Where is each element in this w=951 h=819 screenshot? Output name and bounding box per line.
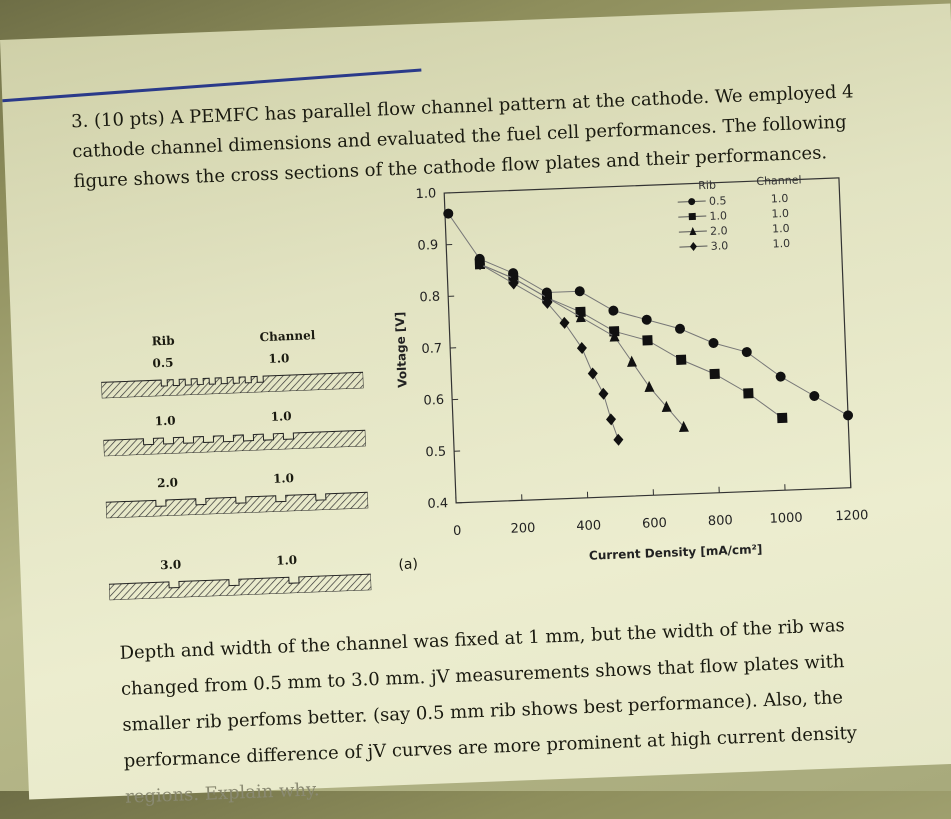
cross-section-channel-value: 1.0: [270, 409, 291, 424]
data-point-circle: [775, 371, 785, 381]
cross-section-rib-value: 3.0: [160, 557, 181, 572]
series-circle: [443, 193, 853, 435]
legend-marker-square: [689, 213, 696, 220]
data-point-square: [642, 335, 652, 345]
x-tick-label: 800: [708, 513, 733, 529]
data-point-circle: [708, 338, 718, 348]
y-tick-label: 0.4: [427, 496, 448, 512]
legend-channel-value: 1.0: [772, 222, 790, 236]
legend-rib-value: 2.0: [710, 224, 728, 238]
y-tick-label: 1.0: [415, 186, 436, 202]
flow-plate-rib-3-0: [109, 572, 371, 600]
cross-section-channel-value: 1.0: [268, 351, 289, 366]
problem-statement: Depth and width of the channel was fixed…: [119, 604, 951, 816]
y-axis-label: Voltage [V]: [393, 312, 410, 388]
y-tick-label: 0.5: [425, 445, 446, 461]
data-point-circle: [642, 315, 652, 325]
x-axis-label: Current Density [mA/cm²]: [589, 542, 763, 563]
data-point-square: [743, 388, 753, 398]
x-tick-label: 1000: [769, 511, 803, 527]
data-point-diamond: [588, 367, 598, 379]
series-square: [475, 248, 788, 435]
data-point-square: [709, 369, 719, 379]
legend-header-rib: Rib: [698, 179, 716, 193]
data-point-square: [676, 355, 686, 365]
y-tick-label: 0.8: [419, 290, 440, 306]
legend-rib-value: 3.0: [710, 239, 728, 253]
data-point-diamond: [598, 388, 608, 400]
cross-section-rib-value: 2.0: [157, 475, 178, 490]
data-point-diamond: [613, 434, 623, 446]
data-point-circle: [809, 391, 819, 401]
y-tick-label: 0.6: [423, 393, 444, 409]
data-point-circle: [742, 347, 752, 357]
x-tick-label: 1200: [835, 508, 869, 524]
flow-plate-rib-1-0: [103, 428, 365, 456]
document-page: 3. (10 pts) A PEMFC has parallel flow ch…: [0, 3, 951, 799]
chart-marks: [443, 193, 854, 452]
cross-section-channel-value: 1.0: [273, 471, 294, 486]
legend-rib-value: 1.0: [709, 209, 727, 223]
data-point-diamond: [606, 413, 616, 425]
legend-marker-diamond: [690, 242, 697, 251]
data-point-square: [777, 413, 787, 423]
jv-chart-svg: 0.4 0.5 0.6 0.7 0.8 0.9 1.0 0 200 400 600 800 1000 12…: [372, 127, 889, 606]
data-point-circle: [675, 324, 685, 334]
jv-chart: 0.4 0.5 0.6 0.7 0.8 0.9 1.0 0 200 400 600 800 1000 12…: [372, 127, 889, 606]
cross-section-rib-value: 0.5: [152, 356, 173, 371]
x-tick-label: 200: [510, 521, 535, 537]
data-point-circle: [843, 410, 853, 420]
series-line: [480, 253, 782, 430]
cross-section-header-channel: Channel: [259, 328, 315, 344]
y-tick-label: 0.7: [421, 341, 442, 357]
cross-section-channel-value: 1.0: [276, 553, 297, 568]
series-line: [480, 259, 619, 445]
series-diamond: [475, 253, 624, 451]
flow-plate-rib-0-5: [101, 370, 363, 398]
legend-channel-value: 1.0: [771, 192, 789, 206]
x-tick-label: 0: [453, 524, 462, 539]
data-point-circle: [608, 305, 618, 315]
cross-section-rib-value: 1.0: [154, 414, 175, 429]
y-tick-label: 0.9: [417, 238, 438, 254]
chart-axes: 0.4 0.5 0.6 0.7 0.8 0.9 1.0 0 200 400 600 800 1000 12…: [415, 170, 868, 540]
x-tick-label: 400: [576, 518, 601, 534]
legend-channel-value: 1.0: [771, 207, 789, 221]
legend-channel-value: 1.0: [772, 237, 790, 251]
x-tick-label: 600: [642, 516, 667, 532]
legend-header-channel: Channel: [756, 173, 802, 188]
data-point-diamond: [577, 342, 587, 354]
cross-section-figure: Rib Channel 0.5 1.0 1.0 1.0 2.0 1.0 3.0 …: [99, 326, 390, 637]
cross-section-header-rib: Rib: [151, 334, 174, 349]
data-point-circle: [575, 286, 585, 296]
flow-plate-rib-2-0: [106, 490, 368, 518]
legend-marker-circle: [688, 198, 695, 205]
legend-rib-value: 0.5: [709, 194, 727, 208]
